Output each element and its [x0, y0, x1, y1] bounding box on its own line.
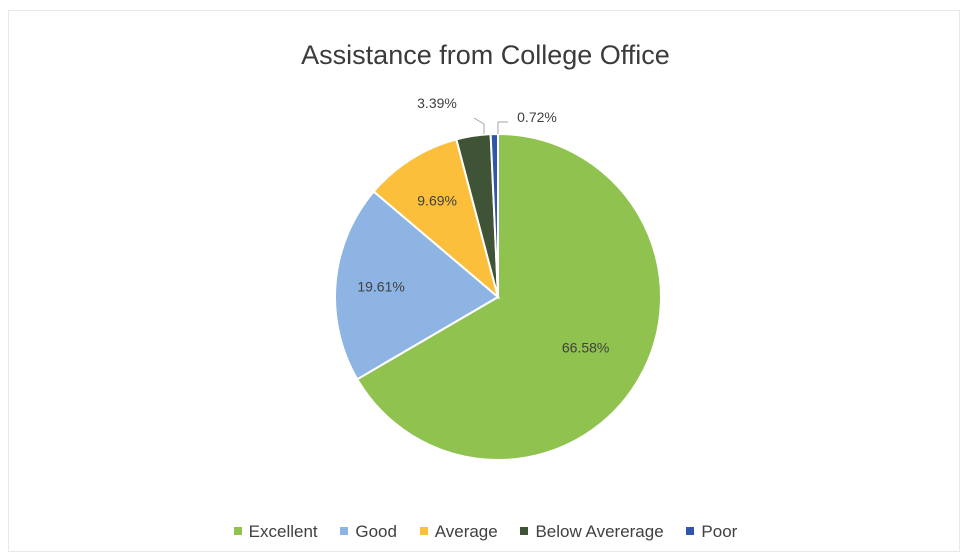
leader-line-poor: [497, 121, 508, 134]
legend-label-poor: Poor: [701, 522, 738, 541]
slice-label-poor: 0.72%: [517, 109, 557, 125]
legend-item-excellent: Excellent: [233, 522, 318, 542]
slice-label-average: 9.69%: [417, 192, 457, 208]
slice-label-good: 19.61%: [357, 279, 404, 295]
pie-slice-average: [372, 138, 500, 300]
legend-swatch-good: [340, 526, 349, 535]
legend-label-excellent: Excellent: [248, 522, 318, 541]
legend-item-below-average: Below Avererage: [520, 522, 664, 542]
leader-line-below-average: [473, 117, 485, 134]
pie-slice-good: [334, 190, 500, 381]
legend-label-good: Good: [355, 522, 397, 541]
legend-swatch-excellent: [233, 526, 242, 535]
legend-item-good: Good: [340, 522, 397, 542]
legend-item-average: Average: [419, 522, 498, 542]
legend-label-below-average: Below Avererage: [535, 522, 664, 541]
legend-swatch-poor: [686, 526, 695, 535]
slice-label-below-average: 3.39%: [417, 95, 457, 111]
legend-swatch-below-average: [520, 526, 529, 535]
pie-slice-excellent: [355, 132, 662, 461]
legend-label-average: Average: [434, 522, 498, 541]
legend: Excellent Good Average Below Avererage P…: [0, 522, 971, 542]
slice-label-excellent: 66.58%: [562, 339, 609, 355]
chart-title: Assistance from College Office: [301, 40, 670, 70]
legend-item-poor: Poor: [686, 522, 737, 542]
legend-swatch-average: [419, 526, 428, 535]
